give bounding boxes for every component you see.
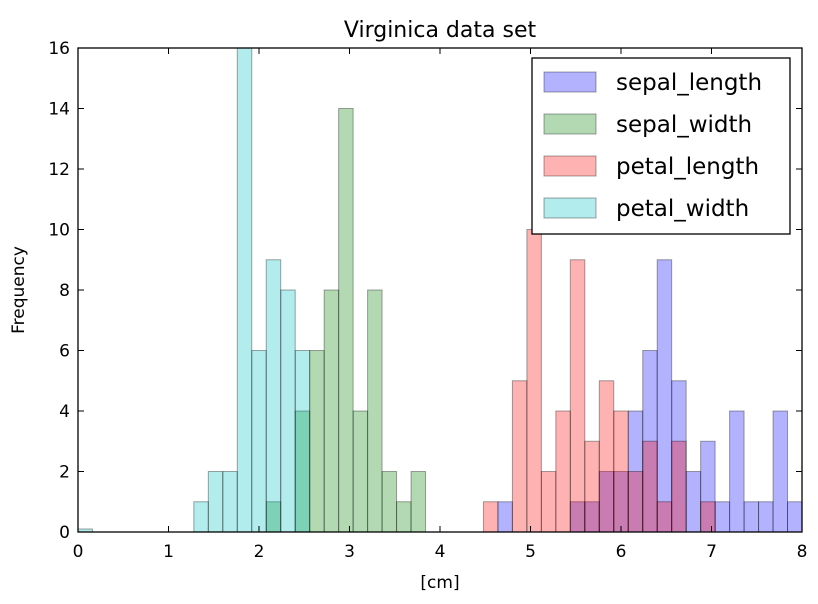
- x-tick-label-6: 6: [616, 542, 627, 562]
- bar-petal_length-4: [555, 410, 571, 533]
- bar-petal_length-10: [642, 440, 658, 533]
- bar-sepal_length-16: [787, 501, 803, 533]
- bar-petal_length-6: [584, 440, 600, 533]
- y-tick-label-0: 0: [59, 523, 70, 543]
- legend-swatch-sepal_length: [543, 71, 597, 93]
- chart-title: Virginica data set: [344, 18, 537, 43]
- y-tick-label-10: 10: [48, 221, 70, 241]
- y-tick-label-12: 12: [48, 160, 70, 180]
- bar-petal_length-13: [700, 501, 716, 533]
- bar-petal_length-0: [482, 501, 499, 533]
- bar-petal_length-8: [613, 410, 629, 533]
- legend-label-petal_length: petal_length: [616, 154, 759, 180]
- y-tick-label-4: 4: [59, 402, 70, 422]
- bar-sepal_length-14: [758, 501, 774, 533]
- bar-petal_length-11: [656, 501, 673, 533]
- bar-sepal_width-9: [410, 471, 427, 533]
- x-tick-label-7: 7: [706, 542, 717, 562]
- bar-sepal_length-7: [656, 259, 673, 533]
- bar-petal_length-2: [526, 229, 542, 533]
- bar-petal_width-3: [222, 471, 238, 533]
- legend-swatch-sepal_width: [543, 113, 597, 135]
- y-tick-label-14: 14: [48, 100, 70, 120]
- legend-label-sepal_width: sepal_width: [616, 112, 752, 138]
- legend: sepal_length sepal_width petal_lengthpetal…: [531, 57, 791, 235]
- y-tick-label-6: 6: [59, 342, 70, 362]
- bar-sepal_width-2: [309, 350, 325, 533]
- y-axis-label: Frequency: [9, 246, 29, 334]
- bar-petal_length-7: [598, 380, 615, 533]
- bar-sepal_length-11: [714, 501, 731, 533]
- bar-petal_width-8: [294, 350, 311, 533]
- x-tick-label-8: 8: [797, 542, 808, 562]
- bar-sepal_length-0: [497, 501, 513, 533]
- x-axis-label: [cm]: [420, 573, 459, 593]
- bar-petal_width-4: [236, 47, 253, 533]
- x-tick-label-2: 2: [254, 542, 265, 562]
- bars-group: [77, 47, 803, 533]
- bar-petal_length-5: [569, 259, 586, 533]
- bar-sepal_width-8: [396, 501, 412, 533]
- x-tick-label-1: 1: [163, 542, 174, 562]
- legend-label-sepal_length: sepal_length: [616, 70, 762, 96]
- bar-sepal_length-12: [729, 410, 745, 533]
- bar-petal_length-9: [627, 471, 644, 533]
- bar-sepal_width-6: [367, 289, 383, 533]
- bar-sepal_width-7: [381, 471, 398, 533]
- x-tick-label-4: 4: [435, 542, 446, 562]
- bar-petal_width-6: [265, 259, 282, 533]
- bar-sepal_width-4: [338, 108, 354, 533]
- x-tick-label-0: 0: [73, 542, 84, 562]
- bar-petal_length-1: [511, 380, 528, 533]
- x-tick-label-5: 5: [525, 542, 536, 562]
- y-tick-label-16: 16: [48, 39, 70, 59]
- bar-petal_width-5: [251, 350, 267, 533]
- bar-sepal_width-5: [352, 410, 369, 533]
- y-tick-label-2: 2: [59, 463, 70, 483]
- bar-petal_width-2: [207, 471, 224, 533]
- legend-label-petal_width: petal_width: [616, 196, 749, 222]
- legend-swatch-petal_length: [543, 155, 597, 177]
- legend-frame: [531, 57, 791, 235]
- bar-petal_width-1: [193, 501, 209, 533]
- bar-petal_length-3: [540, 471, 557, 533]
- bar-sepal_length-15: [772, 410, 789, 533]
- bar-sepal_width-3: [323, 289, 340, 533]
- bar-sepal_length-9: [685, 471, 702, 533]
- legend-swatch-petal_width: [543, 197, 597, 219]
- bar-petal_width-7: [280, 289, 296, 533]
- bar-sepal_length-13: [743, 501, 760, 533]
- x-tick-label-3: 3: [344, 542, 355, 562]
- bar-petal_length-12: [671, 440, 687, 533]
- y-tick-label-8: 8: [59, 281, 70, 301]
